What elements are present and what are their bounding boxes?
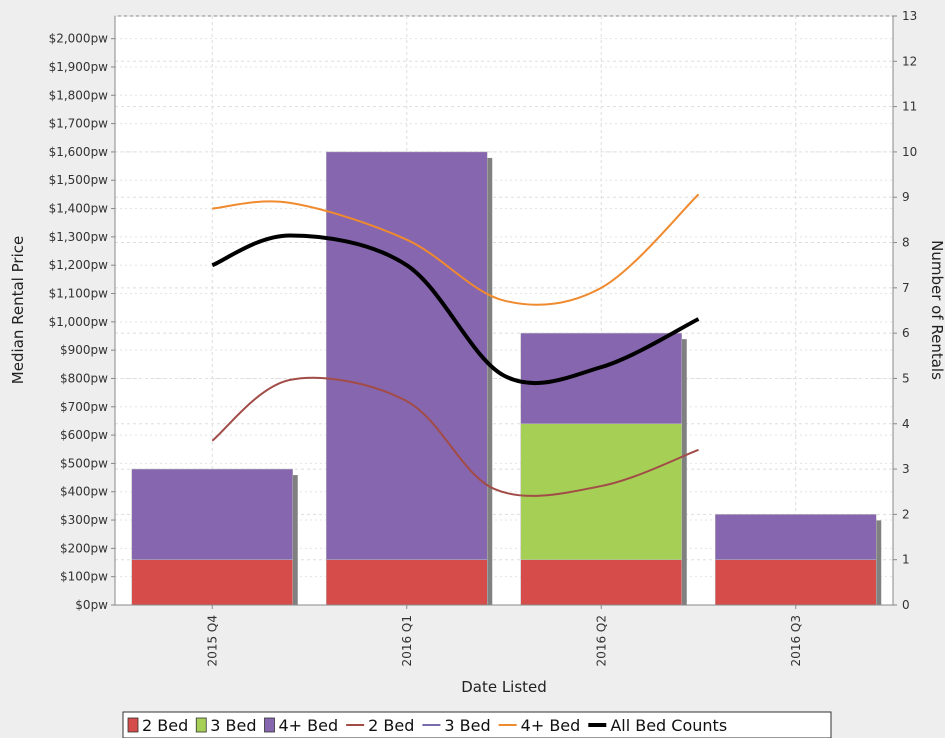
legend-box bbox=[122, 711, 832, 738]
x-tick-label: 2016 Q1 bbox=[400, 615, 414, 666]
bar-segment-3-bed bbox=[520, 423, 682, 560]
legend-label: 4+ Bed bbox=[279, 716, 339, 735]
line-series-all-bed-counts bbox=[211, 233, 700, 385]
bar-segment-2-bed bbox=[520, 559, 682, 606]
right-tick-label: 3 bbox=[902, 462, 910, 476]
left-tick-label: $1,800pw bbox=[49, 88, 109, 102]
right-tick-label: 4 bbox=[902, 417, 910, 431]
bar-segment-2-bed bbox=[131, 559, 293, 606]
left-tick-label: $400pw bbox=[60, 485, 108, 499]
right-tick-label: 2 bbox=[902, 507, 910, 521]
legend-label: 3 Bed bbox=[444, 716, 490, 735]
left-tick-label: $600pw bbox=[60, 428, 108, 442]
right-tick-label: 6 bbox=[902, 326, 910, 340]
left-tick-label: $500pw bbox=[60, 456, 108, 470]
left-tick-label: $1,100pw bbox=[49, 287, 109, 301]
legend-swatch-box bbox=[195, 717, 207, 733]
left-tick-label: $800pw bbox=[60, 371, 108, 385]
left-axis: $0pw $100pw $200pw $300pw $400pw $500pw $600pw… bbox=[49, 16, 116, 612]
x-axis-title: Date Listed bbox=[461, 678, 547, 696]
legend-label: 2 Bed bbox=[142, 716, 188, 735]
bars-group bbox=[131, 151, 882, 606]
bar-segment-4-bed bbox=[326, 151, 488, 560]
line-series-4-bed bbox=[212, 193, 700, 306]
lines-group bbox=[211, 193, 700, 497]
right-tick-label: 8 bbox=[902, 236, 910, 250]
legend-swatch-box bbox=[127, 717, 139, 733]
legend-label: All Bed Counts bbox=[610, 716, 727, 735]
left-tick-label: $1,400pw bbox=[49, 202, 109, 216]
line-series-2-bed bbox=[211, 376, 699, 497]
bar-segment-4-bed bbox=[131, 468, 293, 560]
y-axis-title-left: Median Rental Price bbox=[9, 236, 27, 384]
left-tick-label: $300pw bbox=[60, 513, 108, 527]
x-tick-label: 2015 Q4 bbox=[205, 615, 219, 666]
legend-label: 4+ Bed bbox=[521, 716, 581, 735]
left-tick-label: $2,000pw bbox=[49, 32, 109, 46]
x-axis: 2015 Q4 2016 Q1 2016 Q2 2016 Q3 bbox=[115, 604, 893, 666]
bar-segment-4-bed bbox=[715, 514, 877, 560]
right-tick-label: 10 bbox=[902, 145, 917, 159]
right-tick-label: 13 bbox=[902, 9, 917, 23]
right-tick-label: 11 bbox=[902, 100, 917, 114]
left-tick-label: $1,600pw bbox=[49, 145, 109, 159]
right-tick-label: 12 bbox=[902, 54, 917, 68]
left-tick-label: $1,900pw bbox=[49, 60, 109, 74]
x-tick-label: 2016 Q2 bbox=[594, 615, 608, 666]
left-tick-label: $200pw bbox=[60, 541, 108, 555]
right-tick-label: 9 bbox=[902, 190, 910, 204]
right-tick-label: 7 bbox=[902, 281, 910, 295]
left-tick-label: $700pw bbox=[60, 400, 108, 414]
left-tick-label: $1,700pw bbox=[49, 117, 109, 131]
legend: 2 Bed 3 Bed 4+ Bed 2 Bed 3 Bed 4+ Bed All Bed … bbox=[122, 711, 832, 738]
right-tick-label: 0 bbox=[902, 598, 910, 612]
legend-label: 3 Bed bbox=[210, 716, 256, 735]
left-tick-label: $1,200pw bbox=[49, 258, 109, 272]
grid-lines bbox=[115, 15, 893, 606]
left-tick-label: $0pw bbox=[75, 598, 108, 612]
left-tick-label: $1,500pw bbox=[49, 173, 109, 187]
bar-segment-2-bed bbox=[715, 559, 877, 606]
bar-segment-4-bed bbox=[520, 332, 682, 425]
y-axis-title-right: Number of Rentals bbox=[928, 240, 945, 380]
left-tick-label: $1,300pw bbox=[49, 230, 109, 244]
left-tick-label: $100pw bbox=[60, 570, 108, 584]
left-tick-label: $1,000pw bbox=[49, 315, 109, 329]
left-tick-label: $900pw bbox=[60, 343, 108, 357]
x-tick-label: 2016 Q3 bbox=[789, 615, 803, 666]
right-tick-label: 1 bbox=[902, 553, 910, 567]
bar-segment-2-bed bbox=[326, 559, 488, 606]
legend-label: 2 Bed bbox=[368, 716, 414, 735]
right-tick-label: 5 bbox=[902, 371, 910, 385]
legend-swatch-box bbox=[264, 717, 275, 733]
